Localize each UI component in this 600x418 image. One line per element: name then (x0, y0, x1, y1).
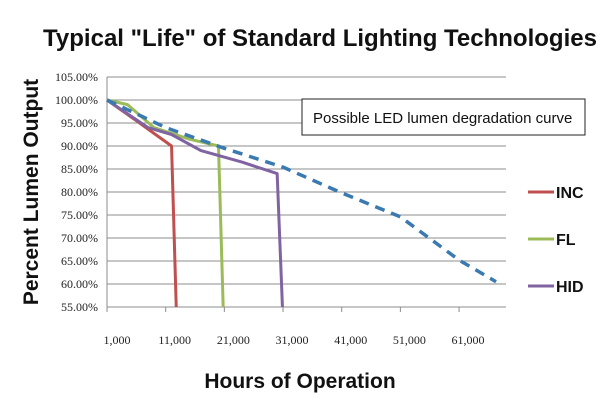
x-tick-label: 61,000 (452, 333, 485, 347)
x-tick-label: 21,000 (217, 333, 250, 347)
y-tick-label: 65.00% (61, 254, 98, 268)
series-lines (106, 98, 497, 308)
series-line-hid (106, 98, 284, 308)
legend-label-hid: HID (556, 279, 584, 296)
annotation-frame (301, 98, 586, 136)
x-tick-label: 41,000 (334, 333, 367, 347)
x-tick-label: 51,000 (393, 333, 426, 347)
y-tick-label: 55.00% (61, 300, 98, 314)
y-tick-label: 95.00% (61, 116, 98, 130)
y-tick-labels: 105.00% 100.00% 95.00% 90.00% 85.00% 80.00% 75… (55, 70, 98, 314)
y-tick-label: 75.00% (61, 208, 98, 222)
x-tick-label: 11,000 (158, 333, 191, 347)
x-tick-label: 31,000 (276, 333, 309, 347)
legend-label-fl: FL (556, 232, 576, 249)
y-tick-label: 80.00% (61, 185, 98, 199)
legend: INC FL HID (528, 185, 584, 296)
y-tick-label: 85.00% (61, 162, 98, 176)
x-tick-labels: 1,000 11,000 21,000 31,000 41,000 51,000 61,00… (104, 333, 485, 347)
chart-title: Typical "Life" of Standard Lighting Tech… (43, 25, 597, 52)
annotation-box: Possible LED lumen degradation curve (301, 98, 586, 136)
y-axis-title: Percent Lumen Output (20, 79, 43, 305)
y-tick-label: 105.00% (55, 70, 98, 84)
x-tick-label: 1,000 (104, 333, 131, 347)
legend-label-inc: INC (556, 185, 584, 202)
y-tick-label: 90.00% (61, 139, 98, 153)
y-tick-label: 60.00% (61, 277, 98, 291)
y-tick-label: 70.00% (61, 231, 98, 245)
series-line-led (106, 98, 497, 284)
annotation-text: Possible LED lumen degradation curve (313, 110, 572, 127)
y-tick-label: 100.00% (55, 93, 98, 107)
x-axis-title: Hours of Operation (204, 370, 395, 393)
